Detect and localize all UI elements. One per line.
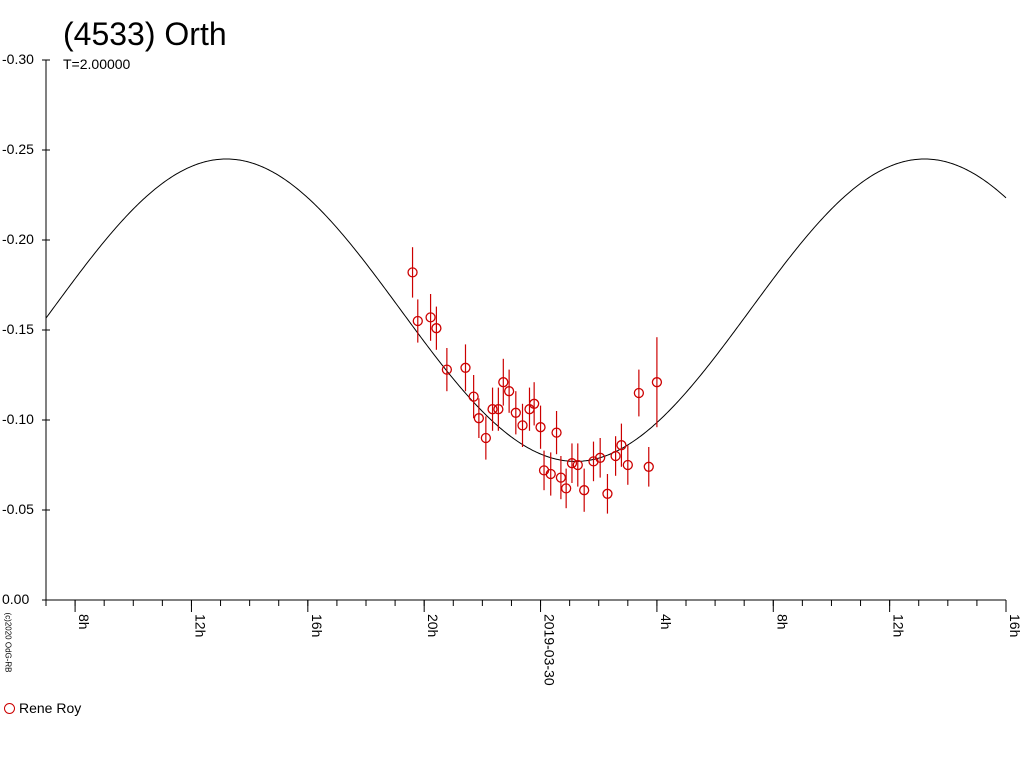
- data-point: [503, 369, 515, 413]
- x-tick-label: 2019-03-30: [542, 614, 558, 686]
- point-marker: [473, 413, 485, 424]
- point-marker: [610, 450, 621, 462]
- point-marker: [555, 472, 567, 483]
- point-marker: [551, 427, 562, 438]
- data-point: [572, 443, 583, 487]
- legend-marker-icon: [4, 702, 15, 714]
- y-tick-label: -0.10: [2, 411, 34, 427]
- point-marker: [560, 483, 572, 494]
- point-marker: [441, 364, 453, 375]
- data-point: [460, 344, 471, 392]
- point-marker: [643, 461, 654, 472]
- point-marker: [412, 315, 423, 327]
- y-tick-label: 0.00: [2, 591, 29, 607]
- y-tick-label: -0.05: [2, 501, 34, 517]
- data-point: [517, 403, 528, 447]
- fit-curve-layer: [45, 158, 1007, 462]
- data-point: [535, 405, 546, 449]
- data-point: [480, 416, 492, 460]
- x-tick-label: 20h: [425, 614, 441, 637]
- point-marker: [579, 485, 590, 496]
- legend-label: Rene Roy: [19, 700, 82, 716]
- x-tick-label: 8h: [76, 614, 92, 630]
- x-tick-label: 16h: [309, 614, 325, 637]
- point-marker: [572, 459, 583, 471]
- data-point: [651, 337, 663, 428]
- data-points-layer: [407, 247, 663, 514]
- data-point: [555, 456, 567, 500]
- x-tick-label: 12h: [891, 614, 907, 637]
- data-point: [610, 436, 621, 476]
- point-marker: [431, 323, 442, 334]
- chart-subtitle: T=2.00000: [63, 56, 131, 72]
- point-marker: [493, 404, 504, 415]
- y-tick-label: -0.30: [2, 51, 34, 67]
- point-marker: [407, 267, 418, 278]
- lightcurve-chart: 0.00 -0.05 -0.10 -0.15 -0.20 -0.25 -0.30 8h 12h 1…: [2, 51, 1023, 686]
- data-point: [545, 452, 556, 496]
- data-point: [487, 387, 498, 431]
- point-marker: [535, 422, 546, 433]
- point-marker: [528, 398, 540, 409]
- chart-title: (4533) Orth: [63, 16, 227, 52]
- data-point: [468, 375, 479, 419]
- data-point: [431, 306, 442, 350]
- data-point: [595, 438, 606, 478]
- point-marker: [503, 386, 515, 397]
- x-tick-label: 12h: [192, 614, 208, 637]
- point-marker: [498, 377, 509, 388]
- chart-axes: 0.00 -0.05 -0.10 -0.15 -0.20 -0.25 -0.30 8h 12h 1…: [2, 51, 1023, 686]
- data-point: [473, 398, 485, 438]
- data-point: [566, 443, 578, 483]
- data-point: [643, 447, 654, 487]
- point-marker: [616, 440, 627, 451]
- x-tick-label: 4h: [658, 614, 674, 630]
- data-point: [441, 348, 453, 392]
- point-marker: [468, 391, 479, 402]
- point-marker: [566, 458, 578, 469]
- data-point: [616, 423, 627, 467]
- data-point: [622, 445, 633, 485]
- data-point: [528, 382, 540, 426]
- point-marker: [545, 468, 556, 480]
- data-point: [633, 369, 645, 417]
- point-marker: [633, 387, 645, 399]
- legend: Rene Roy: [4, 700, 81, 716]
- y-tick-label: -0.25: [2, 141, 34, 157]
- data-point: [498, 358, 509, 406]
- point-marker: [425, 312, 436, 323]
- point-marker: [595, 452, 606, 463]
- point-marker: [510, 407, 521, 418]
- data-point: [551, 411, 562, 455]
- fit-curve-line: [45, 158, 1007, 462]
- x-tick-label: 16h: [1007, 614, 1023, 637]
- point-marker: [487, 404, 498, 415]
- point-marker: [517, 420, 528, 431]
- data-point: [579, 468, 590, 512]
- point-marker: [622, 459, 633, 471]
- x-tick-label: 8h: [774, 614, 790, 630]
- data-point: [560, 468, 572, 509]
- data-point: [602, 474, 613, 514]
- y-tick-label: -0.15: [2, 321, 34, 337]
- point-marker: [651, 377, 663, 388]
- data-point: [412, 299, 423, 343]
- y-tick-label: -0.20: [2, 231, 34, 247]
- data-point: [407, 247, 418, 298]
- point-marker: [460, 362, 471, 373]
- data-point: [493, 387, 504, 431]
- data-point: [510, 391, 521, 435]
- point-marker: [602, 488, 613, 499]
- data-point: [425, 294, 436, 341]
- point-marker: [480, 432, 492, 444]
